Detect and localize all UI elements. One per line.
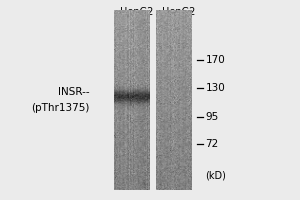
Text: 95: 95	[206, 112, 219, 122]
Text: (pThr1375): (pThr1375)	[32, 103, 90, 113]
Text: (kD): (kD)	[206, 170, 226, 180]
Text: 72: 72	[206, 139, 219, 149]
Text: 130: 130	[206, 83, 225, 93]
Text: INSR--: INSR--	[58, 87, 90, 97]
Text: HepG2: HepG2	[162, 7, 195, 17]
Text: 170: 170	[206, 55, 225, 65]
Text: HepG2: HepG2	[120, 7, 153, 17]
